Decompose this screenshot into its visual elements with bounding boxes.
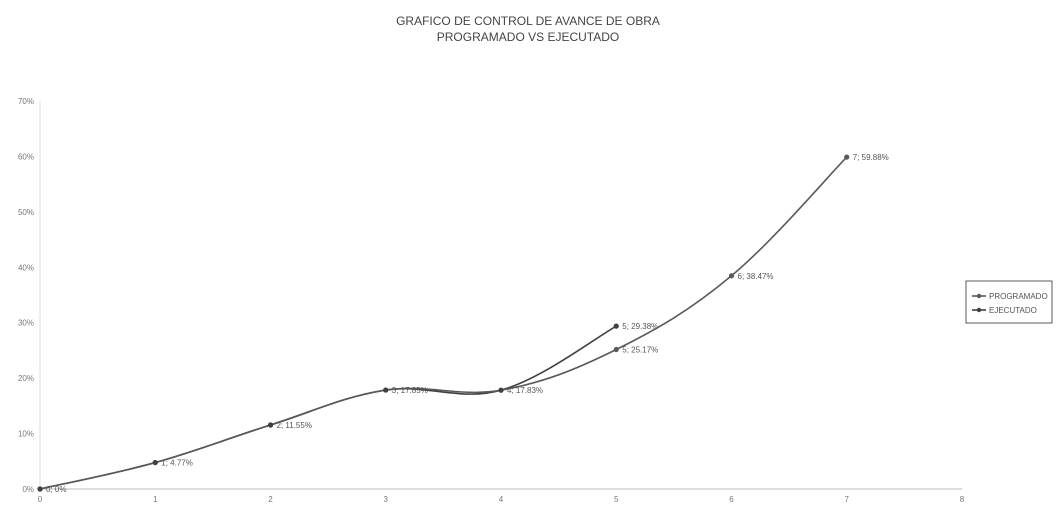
series-line-ejecutado (39, 325, 617, 490)
x-tick-label: 8 (960, 495, 965, 504)
data-label: 0; 0% (46, 485, 66, 494)
y-tick-label: 50% (18, 208, 34, 217)
legend-entry: EJECUTADO (989, 306, 1037, 315)
data-point (37, 486, 43, 492)
data-label: 5; 25.17% (622, 345, 658, 354)
chart-title: GRAFICO DE CONTROL DE AVANCE DE OBRA (396, 14, 660, 28)
data-point (267, 422, 274, 428)
data-label: 4; 17.83% (507, 386, 543, 395)
data-point (498, 387, 504, 393)
y-tick-label: 20% (18, 374, 34, 383)
data-point (613, 323, 619, 329)
y-tick-label: 70% (18, 97, 34, 106)
data-label: 5; 29.38% (622, 322, 658, 331)
data-label: 1; 4.77% (161, 459, 193, 468)
y-tick-label: 10% (18, 430, 34, 439)
y-tick-label: 30% (18, 319, 34, 328)
y-tick-label: 40% (18, 263, 34, 272)
x-tick-label: 5 (614, 495, 619, 504)
y-tick-label: 60% (18, 152, 34, 161)
data-label: 6; 38.47% (738, 272, 774, 281)
x-tick-label: 1 (153, 495, 158, 504)
legend-swatch-marker (976, 293, 982, 299)
chart-title-block: GRAFICO DE CONTROL DE AVANCE DE OBRA PRO… (0, 13, 1056, 45)
legend-entry: PROGRAMADO (989, 292, 1048, 301)
data-label: 3; 17.85% (392, 386, 428, 395)
y-tick-label: 0% (22, 485, 34, 494)
x-tick-label: 3 (384, 495, 389, 504)
x-tick-label: 4 (499, 495, 504, 504)
data-point (844, 154, 850, 160)
chart-subtitle: PROGRAMADO VS EJECUTADO (436, 30, 620, 44)
legend-swatch-marker (976, 307, 982, 313)
legend-box (965, 280, 1053, 324)
data-point (152, 459, 158, 466)
data-label: 7; 59.88% (853, 153, 889, 162)
x-tick-label: 0 (38, 495, 43, 504)
data-point (383, 387, 389, 393)
x-tick-label: 7 (845, 495, 850, 504)
data-label: 2; 11.55% (277, 421, 312, 430)
x-tick-label: 6 (729, 495, 734, 504)
data-point (613, 346, 619, 353)
x-tick-label: 2 (268, 495, 273, 504)
series-line-programado (39, 156, 848, 490)
data-point (728, 273, 735, 279)
